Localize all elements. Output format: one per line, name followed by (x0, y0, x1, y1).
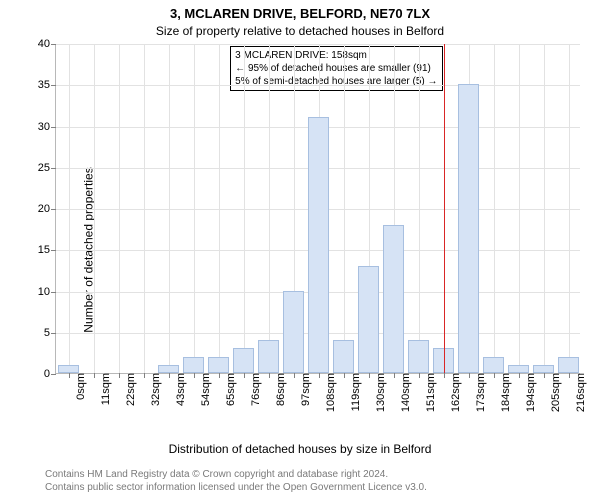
bar (358, 266, 379, 373)
gridline-v (94, 44, 95, 373)
xtick-label: 108sqm (319, 373, 337, 412)
xtick-label: 11sqm (94, 373, 112, 405)
bar (483, 357, 504, 374)
ytick-label: 20 (38, 203, 56, 215)
xtick-label: 32sqm (144, 373, 162, 406)
gridline-v (269, 44, 270, 373)
bar (458, 84, 479, 373)
ytick-label: 40 (38, 38, 56, 50)
bar (58, 365, 79, 373)
bar (258, 340, 279, 373)
bar (158, 365, 179, 373)
gridline-v (544, 44, 545, 373)
ytick-label: 15 (38, 244, 56, 256)
xtick-label: 205sqm (544, 373, 562, 412)
xtick-label: 151sqm (419, 373, 437, 412)
chart-title: 3, MCLAREN DRIVE, BELFORD, NE70 7LX (0, 6, 600, 21)
xtick-label: 0sqm (69, 373, 87, 400)
plot-area: 3 MCLAREN DRIVE: 158sqm ← 95% of detache… (55, 44, 580, 374)
xtick-label: 216sqm (569, 373, 587, 412)
bar (508, 365, 529, 373)
xtick-label: 130sqm (369, 373, 387, 412)
ytick-label: 10 (38, 286, 56, 298)
xtick-label: 194sqm (519, 373, 537, 412)
gridline-v (69, 44, 70, 373)
gridline-v (569, 44, 570, 373)
xtick-label: 119sqm (344, 373, 362, 411)
xtick-label: 140sqm (394, 373, 412, 412)
bar (383, 225, 404, 374)
gridline-v (244, 44, 245, 373)
xtick-label: 22sqm (119, 373, 137, 406)
ytick-label: 35 (38, 79, 56, 91)
bar (283, 291, 304, 374)
annotation-box: 3 MCLAREN DRIVE: 158sqm ← 95% of detache… (230, 46, 442, 91)
x-axis-label: Distribution of detached houses by size … (0, 442, 600, 456)
xtick-label: 76sqm (244, 373, 262, 406)
xtick-label: 65sqm (219, 373, 237, 406)
bar (208, 357, 229, 374)
chart-container: 3, MCLAREN DRIVE, BELFORD, NE70 7LX Size… (0, 0, 600, 500)
gridline-v (144, 44, 145, 373)
xtick-label: 184sqm (494, 373, 512, 412)
footer-line-2: Contains public sector information licen… (45, 481, 427, 494)
chart-subtitle: Size of property relative to detached ho… (0, 24, 600, 38)
xtick-label: 97sqm (294, 373, 312, 406)
bar (308, 117, 329, 373)
footer-line-1: Contains HM Land Registry data © Crown c… (45, 468, 427, 481)
gridline-v (419, 44, 420, 373)
xtick-label: 173sqm (469, 373, 487, 412)
bar (183, 357, 204, 374)
ytick-label: 30 (38, 121, 56, 133)
gridline-v (344, 44, 345, 373)
annotation-line-2: ← 95% of detached houses are smaller (91… (235, 62, 437, 75)
gridline-v (519, 44, 520, 373)
xtick-label: 54sqm (194, 373, 212, 406)
gridline-v (494, 44, 495, 373)
footer: Contains HM Land Registry data © Crown c… (45, 468, 427, 494)
xtick-label: 86sqm (269, 373, 287, 406)
ytick-label: 5 (44, 327, 56, 339)
ytick-label: 0 (44, 368, 56, 380)
gridline-v (119, 44, 120, 373)
xtick-label: 162sqm (444, 373, 462, 412)
bar (333, 340, 354, 373)
gridline-v (194, 44, 195, 373)
ytick-label: 25 (38, 162, 56, 174)
gridline-v (169, 44, 170, 373)
bar (408, 340, 429, 373)
marker-line (444, 44, 445, 373)
xtick-label: 43sqm (169, 373, 187, 406)
gridline-v (219, 44, 220, 373)
bar (533, 365, 554, 373)
annotation-line-1: 3 MCLAREN DRIVE: 158sqm (235, 49, 437, 62)
bar (233, 348, 254, 373)
bar (558, 357, 579, 374)
